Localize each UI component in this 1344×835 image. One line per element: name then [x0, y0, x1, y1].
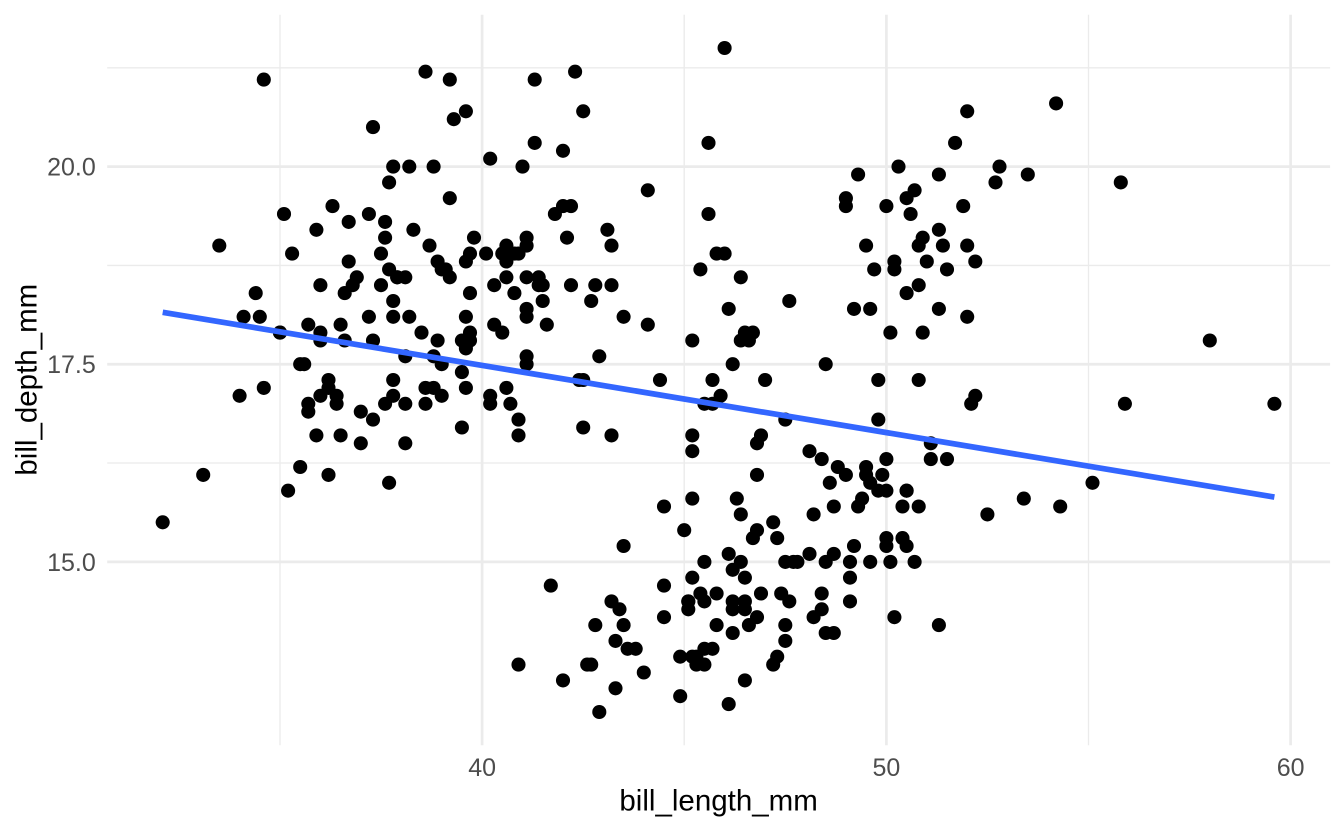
svg-text:20.0: 20.0	[47, 154, 96, 182]
svg-text:bill_depth_mm: bill_depth_mm	[11, 284, 44, 476]
svg-text:50: 50	[872, 754, 900, 782]
svg-text:bill_length_mm: bill_length_mm	[619, 785, 817, 818]
svg-text:60: 60	[1277, 754, 1305, 782]
svg-text:17.5: 17.5	[47, 351, 96, 379]
svg-text:15.0: 15.0	[47, 549, 96, 577]
svg-text:40: 40	[468, 754, 496, 782]
